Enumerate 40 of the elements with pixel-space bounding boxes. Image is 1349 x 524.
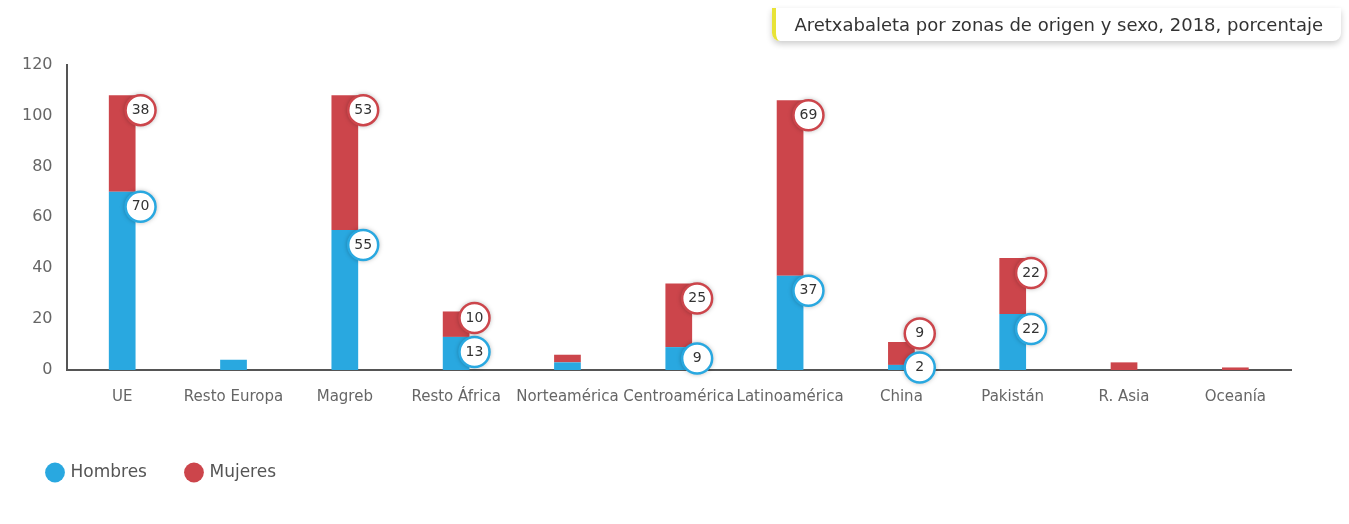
data-label: 22 bbox=[1022, 319, 1040, 336]
x-tick-label: Resto África bbox=[411, 385, 501, 405]
x-tick-label: Norteamérica bbox=[516, 386, 619, 405]
y-tick-label: 60 bbox=[32, 206, 53, 226]
data-label: 38 bbox=[131, 100, 150, 117]
bar bbox=[554, 362, 581, 370]
chart-title: Aretxabaleta por zonas de origen y sexo, 2018, porcentaje bbox=[772, 8, 1341, 41]
x-tick-label: Resto Europa bbox=[183, 386, 284, 405]
y-tick-label: 100 bbox=[21, 104, 53, 124]
legend-label: Mujeres bbox=[209, 460, 277, 481]
data-label: 9 bbox=[915, 324, 925, 341]
y-tick-label: 40 bbox=[32, 257, 53, 277]
data-label: 10 bbox=[465, 308, 484, 325]
data-label: 25 bbox=[688, 289, 707, 306]
x-tick-label: Latinoamérica bbox=[736, 386, 844, 405]
data-label: 53 bbox=[354, 100, 373, 117]
data-label: 13 bbox=[465, 342, 484, 359]
x-tick-label: UE bbox=[111, 386, 133, 405]
data-label: 9 bbox=[692, 349, 702, 366]
data-label: 70 bbox=[131, 197, 150, 214]
y-tick-label: 120 bbox=[21, 53, 53, 73]
x-tick-label: Pakistán bbox=[981, 386, 1045, 405]
x-tick-label: Centroamérica bbox=[623, 386, 735, 405]
data-label: 37 bbox=[799, 281, 818, 298]
bar bbox=[554, 354, 581, 363]
x-tick-label: Oceanía bbox=[1204, 386, 1267, 405]
x-tick-label: Magreb bbox=[316, 386, 373, 405]
x-tick-label: R. Asia bbox=[1098, 386, 1150, 405]
bar bbox=[1110, 362, 1138, 370]
data-label: 22 bbox=[1022, 263, 1040, 280]
data-label: 55 bbox=[354, 235, 373, 252]
bar bbox=[220, 359, 247, 370]
data-label: 69 bbox=[799, 105, 818, 122]
data-label: 2 bbox=[915, 358, 925, 375]
y-tick-label: 80 bbox=[32, 155, 53, 175]
y-tick-label: 0 bbox=[42, 359, 53, 379]
bar bbox=[1221, 367, 1249, 370]
y-tick-label: 20 bbox=[32, 308, 53, 328]
x-tick-label: China bbox=[879, 386, 923, 405]
legend-label: Hombres bbox=[70, 460, 148, 481]
